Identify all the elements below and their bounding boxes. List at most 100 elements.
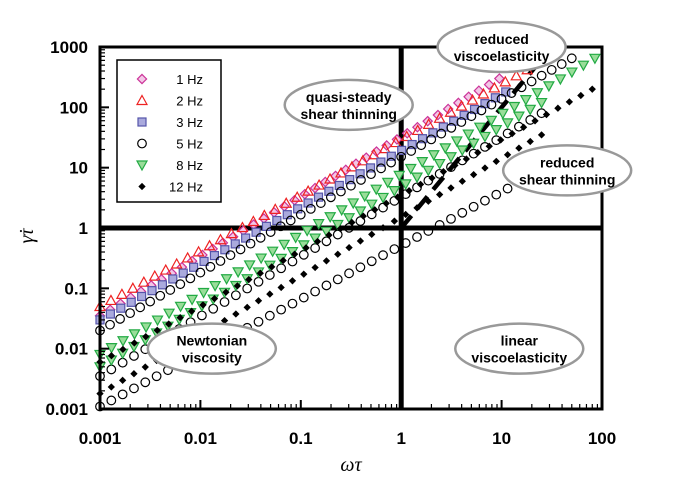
data-point xyxy=(148,269,161,281)
data-point xyxy=(336,186,346,197)
data-point xyxy=(565,98,574,106)
data-point xyxy=(232,267,245,279)
data-point xyxy=(389,136,402,148)
data-point xyxy=(356,237,365,245)
data-point xyxy=(130,370,138,378)
data-point xyxy=(367,148,380,160)
data-point xyxy=(106,395,117,406)
data-point xyxy=(386,157,396,168)
data-point xyxy=(365,199,378,211)
data-point xyxy=(289,232,302,244)
data-point xyxy=(118,376,127,384)
data-point xyxy=(253,276,264,287)
data-point xyxy=(312,219,325,230)
data-point xyxy=(345,175,355,185)
data-point xyxy=(331,219,344,231)
data-point xyxy=(276,304,287,315)
data-point xyxy=(501,87,511,97)
legend-marker xyxy=(136,73,148,85)
data-point xyxy=(556,59,567,69)
data-point xyxy=(588,53,601,65)
data-point xyxy=(396,151,407,162)
data-point xyxy=(117,357,128,368)
data-point xyxy=(298,249,309,260)
data-point xyxy=(243,303,251,311)
annotation-ellipse xyxy=(436,20,567,74)
data-point xyxy=(503,151,512,159)
data-point xyxy=(119,345,127,354)
data-point xyxy=(449,116,459,126)
data-point xyxy=(546,64,557,75)
data-point xyxy=(366,256,377,267)
data-point xyxy=(516,82,527,93)
y-tick-label: 1 xyxy=(79,219,88,238)
data-point xyxy=(322,257,331,265)
data-point xyxy=(405,187,413,195)
data-point xyxy=(400,238,411,248)
data-point xyxy=(293,204,303,214)
data-point xyxy=(209,281,222,292)
data-point xyxy=(287,298,298,309)
legend: 1 Hz 2 Hz 3 Hz 5 Hz 8 Hz 12 Hz xyxy=(116,59,222,203)
data-point xyxy=(542,110,551,119)
data-point xyxy=(519,123,528,131)
data-point xyxy=(126,282,139,293)
data-point xyxy=(378,142,391,154)
data-point xyxy=(366,169,376,180)
data-point xyxy=(107,352,116,360)
data-point xyxy=(410,172,424,184)
data-point xyxy=(446,213,456,224)
data-point xyxy=(137,275,150,287)
data-point xyxy=(104,294,117,306)
data-point xyxy=(496,93,507,104)
data-point xyxy=(450,136,463,148)
data-point xyxy=(427,150,440,161)
data-point xyxy=(506,88,517,98)
data-point xyxy=(310,243,321,253)
data-point xyxy=(170,257,183,269)
data-point xyxy=(393,170,406,182)
data-point xyxy=(130,339,138,347)
data-point xyxy=(264,310,275,321)
x-tick-label: 0.01 xyxy=(184,429,217,448)
data-point xyxy=(147,286,157,296)
data-point xyxy=(379,224,387,232)
data-point xyxy=(302,184,315,196)
legend-box xyxy=(116,59,222,203)
data-point xyxy=(508,129,516,138)
data-point xyxy=(381,177,394,189)
data-point xyxy=(436,128,447,139)
legend-label: 12 Hz xyxy=(169,180,203,195)
data-point xyxy=(208,303,219,314)
data-point xyxy=(253,316,264,327)
data-point xyxy=(473,85,485,97)
data-point xyxy=(334,250,342,258)
data-point xyxy=(313,237,322,246)
data-point xyxy=(268,263,276,271)
data-point xyxy=(432,109,444,121)
data-point xyxy=(356,175,366,185)
data-point xyxy=(456,117,467,127)
data-point xyxy=(178,268,188,278)
data-point xyxy=(287,256,298,267)
data-point xyxy=(266,246,279,258)
data-point xyxy=(203,239,216,251)
data-point xyxy=(462,155,470,163)
x-tick-label: 10 xyxy=(492,429,511,448)
data-point xyxy=(348,218,356,227)
data-point xyxy=(280,197,293,208)
data-point xyxy=(336,225,345,233)
data-point xyxy=(189,262,199,272)
data-point xyxy=(493,73,505,84)
data-point xyxy=(303,198,313,208)
data-point xyxy=(390,217,399,225)
data-point xyxy=(142,333,150,341)
data-point xyxy=(386,151,396,161)
annotation-ellipse xyxy=(454,322,585,375)
data-point xyxy=(376,163,386,174)
data-point xyxy=(433,158,446,170)
data-point xyxy=(519,95,532,106)
data-point xyxy=(483,79,495,91)
data-point xyxy=(468,201,479,212)
data-point xyxy=(426,134,437,145)
